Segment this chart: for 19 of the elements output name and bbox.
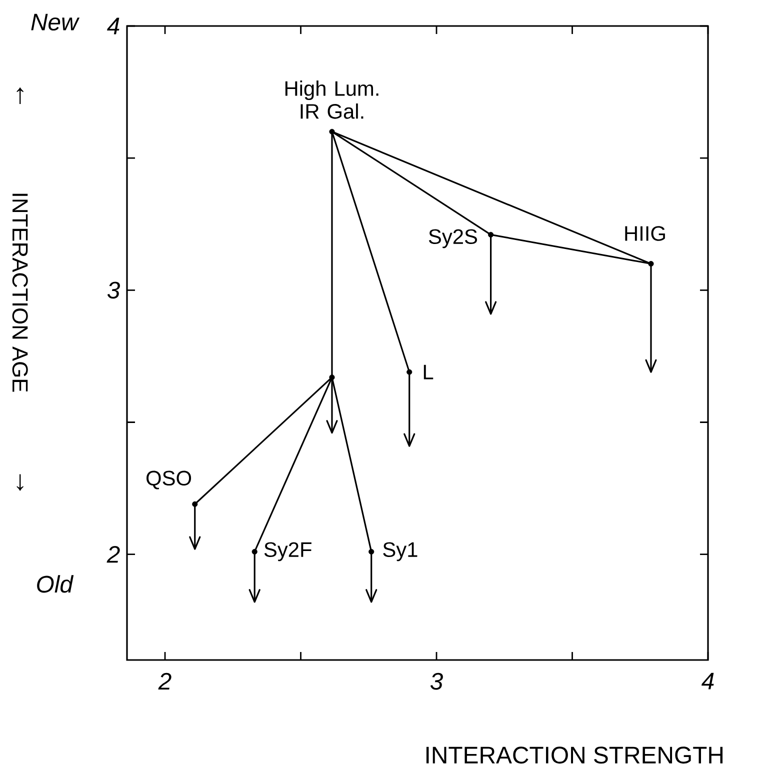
x-tick-label: 4 [702,672,714,690]
text: ↓ [16,474,24,491]
text: Old [37,575,74,593]
x-tick-label: 2 [158,672,172,690]
text: New [31,14,80,31]
y-tick-label: 2 [106,546,120,563]
annotation: Sy2S [428,229,478,248]
y-tick-label: 3 [107,282,120,299]
y-axis-title: INTERACTION AGE [12,194,28,392]
x-tick-label: 3 [430,672,443,690]
annotation: QSO [146,470,192,490]
annotation: HIIG [625,226,665,241]
x-axis-title: INTERACTION STRENGTH [426,746,723,764]
annotation: L [424,364,434,380]
annotation: High Lum. IR Gal. [285,80,378,119]
annotation: Sy2F [264,542,312,562]
annotation: Sy1 [383,542,418,562]
text: ↑ [16,87,24,104]
y-tick-label: 4 [107,18,120,34]
